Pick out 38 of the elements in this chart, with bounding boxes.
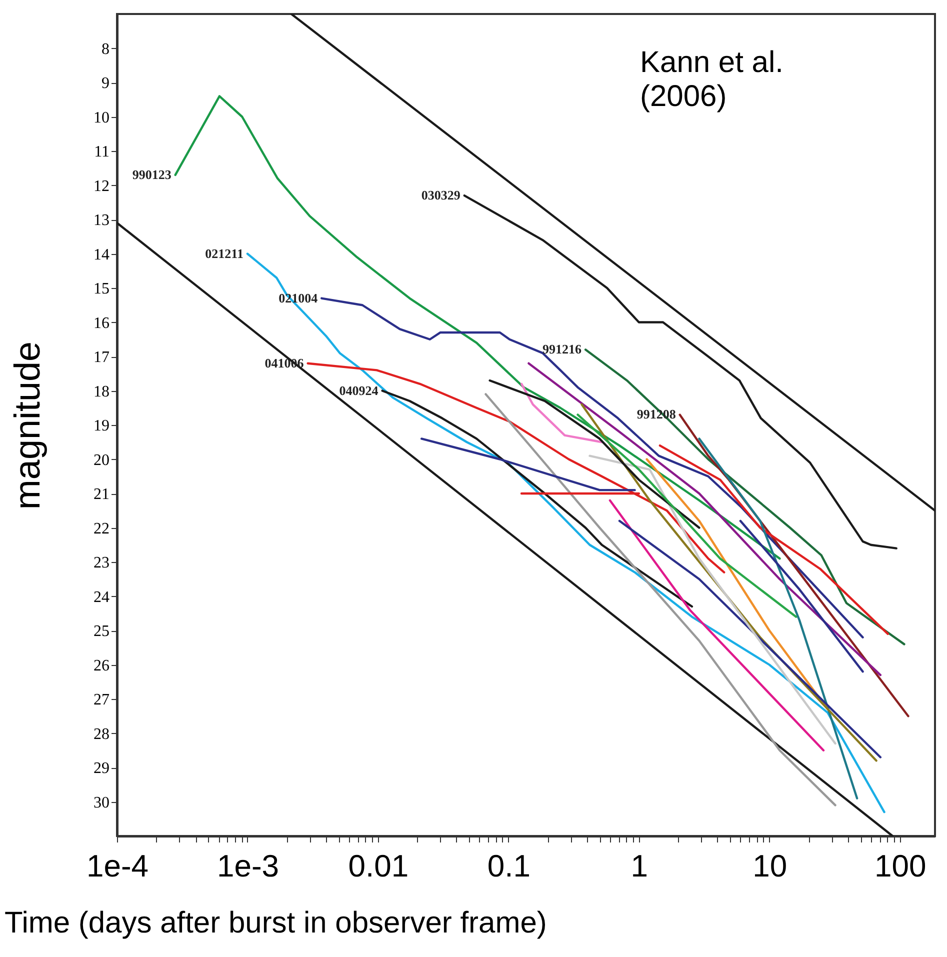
y-tick-label: 24 (94, 588, 110, 606)
x-tick-label: 0.1 (487, 848, 530, 884)
x-tick-label: 10 (752, 848, 788, 884)
annotation: Kann et al. (2006) (640, 46, 784, 113)
y-tick-label: 14 (94, 246, 110, 264)
y-tick-label: 20 (94, 452, 110, 469)
series-label: 991216 (542, 342, 582, 357)
y-tick-label: 9 (102, 75, 110, 92)
y-tick-label: 26 (94, 657, 110, 674)
y-axis-title: magnitude (6, 341, 48, 510)
y-tick-label: 18 (94, 383, 110, 400)
series-label: 030329 (421, 188, 461, 203)
y-tick-label: 27 (94, 692, 110, 708)
x-tick-label: 100 (874, 848, 926, 884)
y-tick-label: 21 (94, 486, 110, 503)
x-tick-label: 0.01 (348, 848, 409, 884)
x-tick-label: 1 (630, 848, 648, 884)
y-tick-label: 13 (94, 212, 110, 229)
series-label: 990123 (132, 166, 172, 182)
y-tick-label: 22 (94, 520, 110, 538)
y-tick-label: 23 (94, 554, 110, 572)
y-tick-label: 29 (94, 760, 110, 777)
y-tick-label: 10 (94, 109, 110, 126)
y-tick-label: 25 (94, 623, 110, 640)
y-tick-label: 19 (94, 418, 110, 434)
x-tick-label: 1e-4 (86, 848, 149, 884)
y-tick-label: 16 (94, 314, 110, 332)
series-label: 040924 (339, 382, 379, 398)
x-axis-title: Time (days after burst in observer frame) (4, 906, 547, 940)
y-tick-label: 11 (94, 144, 110, 160)
y-tick-label: 30 (94, 794, 110, 812)
series-label: 021211 (205, 246, 244, 261)
y-tick-label: 28 (94, 726, 110, 743)
y-tick-label: 15 (94, 280, 110, 298)
x-tick-label: 1e-3 (216, 848, 279, 884)
y-tick-label: 8 (102, 40, 110, 58)
y-tick-label: 17 (94, 349, 110, 366)
y-tick-label: 12 (94, 178, 110, 195)
